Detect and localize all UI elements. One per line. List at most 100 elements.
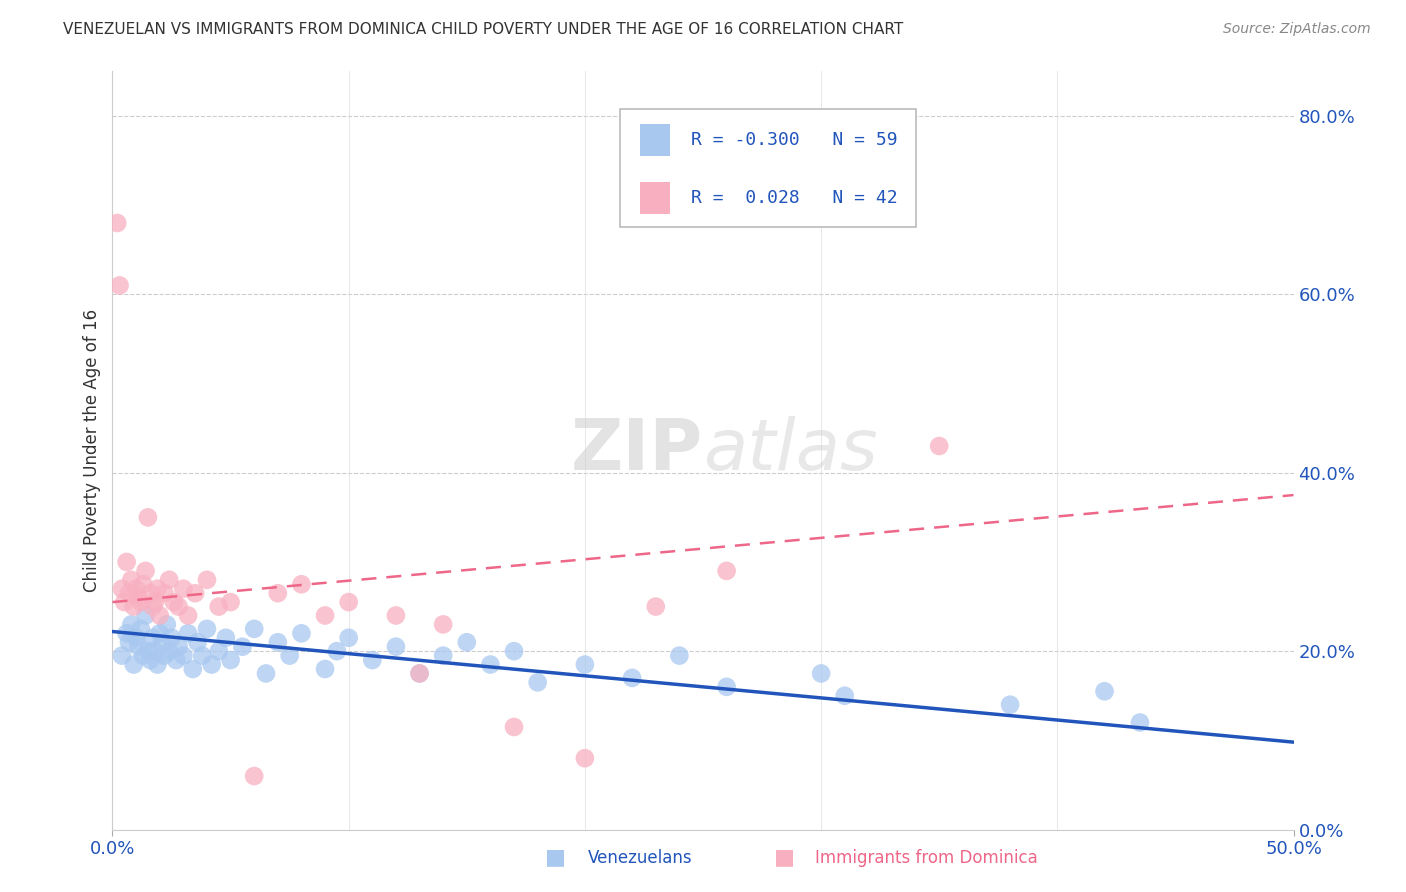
Point: [668, 648, 690, 663]
Point: [172, 648, 194, 663]
Point: [385, 640, 408, 654]
Point: [186, 635, 208, 649]
Point: [108, 278, 131, 293]
Point: [111, 582, 134, 596]
Point: [574, 657, 596, 672]
Point: [132, 577, 155, 591]
Point: [314, 608, 336, 623]
Point: [810, 666, 832, 681]
Point: [153, 586, 176, 600]
Point: [120, 617, 142, 632]
Point: [621, 671, 644, 685]
Point: [135, 608, 157, 623]
Point: [290, 577, 312, 591]
Point: [122, 599, 145, 614]
Point: [231, 640, 253, 654]
Point: [111, 648, 134, 663]
Point: [172, 582, 194, 596]
Point: [432, 617, 454, 632]
Point: [157, 644, 180, 658]
Point: [132, 648, 155, 663]
Point: [177, 626, 200, 640]
Point: [267, 586, 290, 600]
Text: atlas: atlas: [703, 416, 877, 485]
FancyBboxPatch shape: [640, 124, 669, 156]
Point: [143, 595, 166, 609]
Text: R =  0.028   N = 42: R = 0.028 N = 42: [692, 189, 898, 207]
Point: [201, 657, 224, 672]
Point: [503, 644, 526, 658]
Point: [112, 595, 135, 609]
Point: [127, 640, 149, 654]
Point: [644, 599, 666, 614]
Text: ■: ■: [546, 847, 565, 867]
Point: [526, 675, 548, 690]
Point: [243, 622, 266, 636]
Point: [118, 586, 141, 600]
Point: [160, 631, 183, 645]
Point: [479, 657, 502, 672]
FancyBboxPatch shape: [640, 182, 669, 214]
Point: [1094, 684, 1116, 698]
Y-axis label: Child Poverty Under the Age of 16: Child Poverty Under the Age of 16: [83, 309, 101, 592]
Text: Venezuelans: Venezuelans: [588, 849, 692, 867]
Point: [191, 648, 214, 663]
Point: [135, 564, 157, 578]
Point: [998, 698, 1021, 712]
Point: [136, 510, 159, 524]
Point: [181, 662, 204, 676]
Point: [167, 640, 190, 654]
Point: [163, 595, 186, 609]
Point: [139, 586, 162, 600]
Point: [195, 573, 218, 587]
Point: [115, 626, 138, 640]
Point: [716, 564, 738, 578]
Point: [146, 582, 169, 596]
Point: [127, 591, 149, 605]
Point: [208, 599, 231, 614]
Point: [290, 626, 312, 640]
Point: [267, 635, 290, 649]
Text: R = -0.300   N = 59: R = -0.300 N = 59: [692, 131, 898, 149]
Point: [361, 653, 384, 667]
Point: [314, 662, 336, 676]
Point: [150, 635, 173, 649]
Point: [177, 608, 200, 623]
Point: [167, 599, 190, 614]
Point: [142, 599, 165, 614]
Point: [834, 689, 856, 703]
Point: [195, 622, 218, 636]
Point: [139, 653, 162, 667]
Point: [208, 644, 231, 658]
Point: [105, 216, 128, 230]
Point: [503, 720, 526, 734]
Point: [337, 631, 360, 645]
Point: [146, 657, 169, 672]
Text: ZIP: ZIP: [571, 416, 703, 485]
Point: [118, 635, 141, 649]
Point: [149, 626, 172, 640]
Point: [136, 644, 159, 658]
Point: [129, 595, 152, 609]
Text: ■: ■: [775, 847, 794, 867]
Point: [165, 653, 187, 667]
Point: [215, 631, 238, 645]
Point: [1129, 715, 1152, 730]
Text: Immigrants from Dominica: Immigrants from Dominica: [815, 849, 1038, 867]
FancyBboxPatch shape: [620, 109, 915, 227]
Point: [149, 608, 172, 623]
Point: [129, 622, 152, 636]
Text: VENEZUELAN VS IMMIGRANTS FROM DOMINICA CHILD POVERTY UNDER THE AGE OF 16 CORRELA: VENEZUELAN VS IMMIGRANTS FROM DOMINICA C…: [63, 22, 904, 37]
Point: [456, 635, 478, 649]
Point: [385, 608, 408, 623]
Point: [928, 439, 950, 453]
Point: [115, 555, 138, 569]
Point: [408, 666, 430, 681]
Point: [219, 595, 242, 609]
Point: [156, 617, 179, 632]
Point: [408, 666, 430, 681]
Point: [337, 595, 360, 609]
Point: [125, 582, 148, 596]
Point: [157, 573, 180, 587]
Point: [184, 586, 207, 600]
